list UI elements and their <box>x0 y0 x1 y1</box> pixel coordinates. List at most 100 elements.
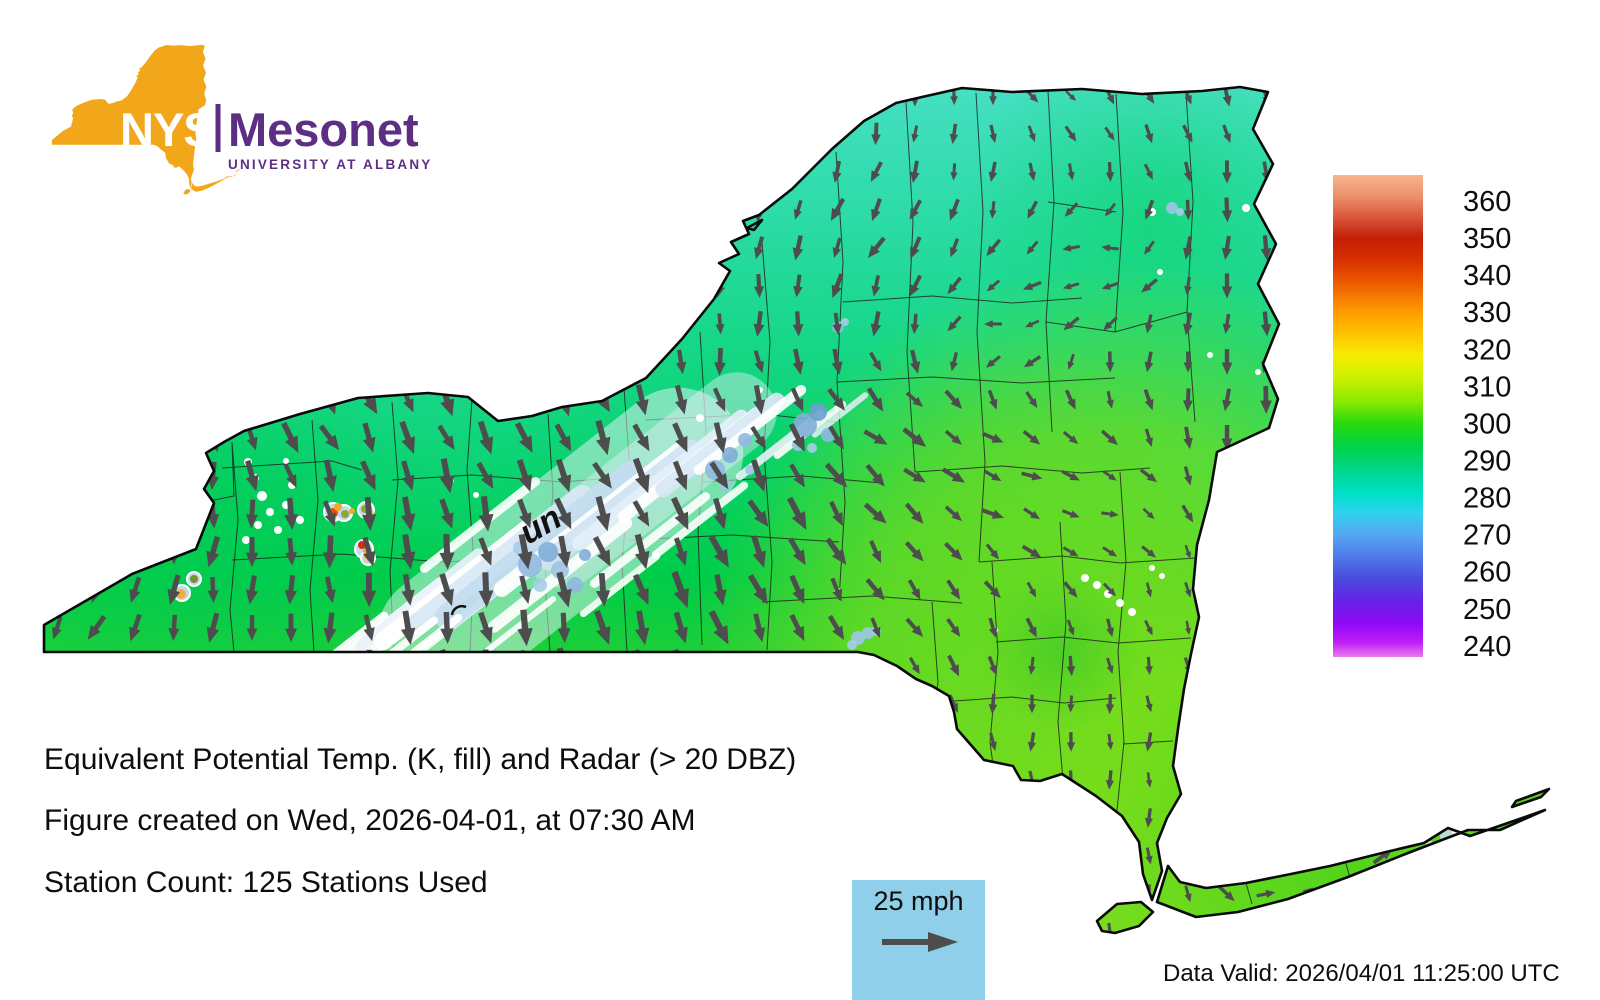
wind-arrow <box>1489 927 1511 933</box>
wind-arrow <box>557 916 571 933</box>
wind-arrow <box>910 349 921 374</box>
wind-arrow <box>514 421 533 453</box>
wind-arrow <box>831 804 843 831</box>
wind-arrow <box>983 580 1001 599</box>
wind-arrow <box>245 348 258 376</box>
wind-arrow <box>981 431 1004 443</box>
wind-arrow <box>436 347 456 376</box>
wind-arrow <box>909 274 922 297</box>
wind-arrow <box>439 533 455 570</box>
wind-arrow <box>1532 426 1544 449</box>
colorbar-gradient <box>1333 175 1423 657</box>
wind-arrow <box>986 238 1002 257</box>
colorbar-tick: 330 <box>1463 297 1511 329</box>
wind-arrow <box>438 194 454 225</box>
wind-arrow <box>207 386 219 414</box>
wind-arrow <box>1182 124 1193 143</box>
wind-arrow <box>1141 278 1158 293</box>
wind-arrow <box>1106 846 1114 866</box>
wind-arrow <box>671 570 689 608</box>
wind-arrow <box>827 388 845 411</box>
wind-arrow <box>90 310 102 338</box>
wind-arrow <box>1183 236 1193 260</box>
wind-arrow <box>830 920 842 933</box>
wind-arrow <box>596 650 610 682</box>
wind-arrow <box>634 879 648 908</box>
wind-arrow <box>1026 581 1037 598</box>
wind-arrow <box>988 161 998 183</box>
wind-arrow <box>985 355 1001 368</box>
wind-arrow <box>1333 737 1355 747</box>
wind-arrow <box>1183 351 1193 373</box>
wind-arrow <box>1105 770 1115 790</box>
wind-arrow <box>753 613 766 643</box>
wind-arrow <box>786 496 807 530</box>
colorbar-tick: 270 <box>1463 520 1511 552</box>
wind-arrow <box>285 613 298 643</box>
wind-arrow <box>1144 428 1153 448</box>
wind-arrow <box>1488 699 1512 709</box>
wind-arrow <box>475 308 494 339</box>
wind-arrow <box>1067 163 1075 181</box>
wind-arrow <box>1184 733 1192 751</box>
wind-arrow <box>1412 809 1430 828</box>
colorbar-tick: 340 <box>1463 260 1511 292</box>
wind-arrow <box>128 194 142 225</box>
wind-arrow <box>1061 469 1080 481</box>
wind-arrow <box>1222 313 1232 335</box>
wind-arrow <box>557 308 571 340</box>
wind-arrow <box>168 196 180 224</box>
wind-arrow <box>363 348 375 376</box>
wind-arrow <box>1184 276 1192 296</box>
wind-arrow <box>1145 772 1153 788</box>
wind-arrow <box>361 496 377 531</box>
wind-arrow <box>632 573 649 606</box>
wind-arrow <box>480 120 492 148</box>
wind-arrow <box>673 688 688 720</box>
wind-arrow <box>439 119 453 148</box>
wind-arrow <box>554 423 572 452</box>
wind-arrow <box>1183 388 1193 412</box>
wind-arrow <box>556 571 572 608</box>
wind-arrow <box>440 308 454 340</box>
wind-arrow <box>867 236 886 258</box>
wind-arrow <box>670 496 689 531</box>
wind-arrow <box>988 768 998 792</box>
wind-arrow <box>245 499 259 529</box>
wind-arrow <box>1294 851 1315 863</box>
wind-arrow <box>1222 504 1232 524</box>
wind-arrow <box>1184 694 1192 714</box>
wind-arrow <box>1145 847 1153 865</box>
wind-arrow <box>1529 852 1548 861</box>
wind-arrow <box>1533 198 1544 222</box>
wind-arrow <box>983 469 1002 481</box>
wind-arrow <box>986 279 1001 292</box>
wind-arrow <box>828 691 844 716</box>
colorbar-tick: 300 <box>1463 408 1511 440</box>
wind-arrow <box>1106 733 1114 751</box>
wind-arrow <box>519 310 531 337</box>
wind-arrow <box>597 87 609 110</box>
wind-arrow <box>51 272 63 300</box>
wind-arrow <box>129 461 141 490</box>
wind-arrow <box>1223 770 1231 790</box>
wind-arrow <box>1222 464 1232 488</box>
wind-arrow <box>439 573 454 607</box>
wind-arrow <box>1298 657 1311 674</box>
wind-arrow <box>556 349 570 374</box>
wind-arrow <box>944 541 963 561</box>
wind-arrow <box>52 616 63 640</box>
wind-arrow <box>1300 123 1310 145</box>
wind-arrow <box>168 348 180 376</box>
wind-arrow <box>1223 658 1231 674</box>
wind-arrow <box>168 273 180 299</box>
wind-arrow <box>320 270 338 301</box>
wind-arrow <box>1105 883 1115 904</box>
wind-arrow <box>1022 429 1041 445</box>
wind-arrow <box>1372 699 1393 709</box>
wind-arrow <box>519 843 531 869</box>
wind-arrow <box>1528 927 1549 933</box>
wind-arrow <box>1260 731 1271 752</box>
wind-arrow <box>989 201 997 219</box>
